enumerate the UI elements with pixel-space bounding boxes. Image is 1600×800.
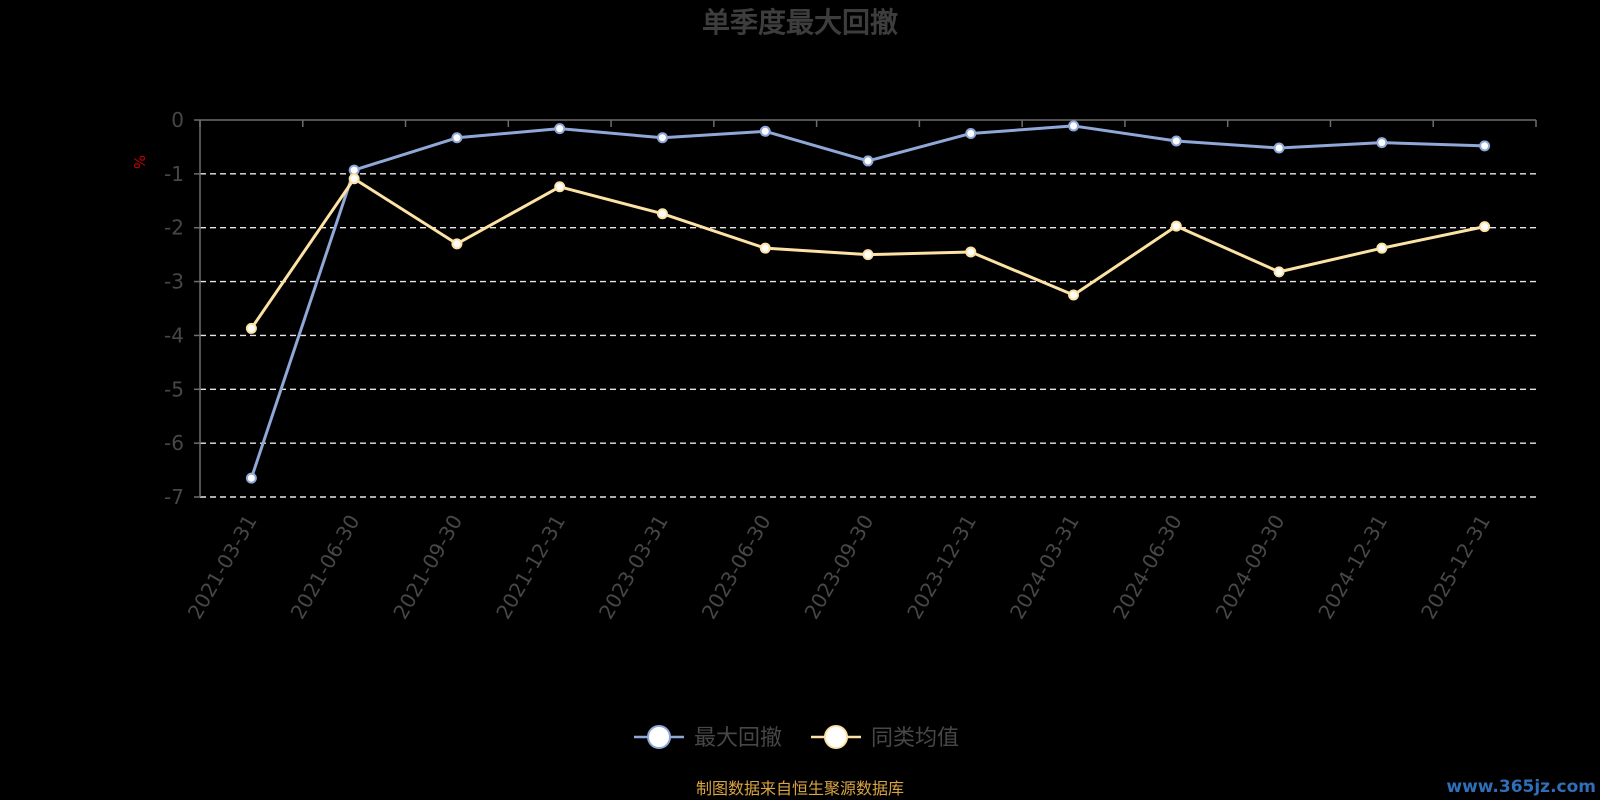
data-point[interactable] <box>1376 137 1388 149</box>
axes <box>194 119 1537 498</box>
data-point[interactable] <box>451 132 463 144</box>
data-source-note: 制图数据来自恒生聚源数据库 <box>696 779 904 798</box>
y-axis-label: % <box>130 155 148 169</box>
series-1 <box>245 120 1491 484</box>
data-point[interactable] <box>1479 140 1491 152</box>
legend-marker <box>824 725 848 749</box>
x-tick-label: 2021-12-31 <box>491 511 570 624</box>
data-point[interactable] <box>759 125 771 137</box>
data-point[interactable] <box>1068 289 1080 301</box>
data-point[interactable] <box>759 242 771 254</box>
data-point[interactable] <box>554 181 566 193</box>
data-point[interactable] <box>1170 135 1182 147</box>
data-point[interactable] <box>656 132 668 144</box>
data-point[interactable] <box>862 155 874 167</box>
x-tick-label: 2023-12-31 <box>902 511 981 624</box>
x-tick-label: 2021-03-31 <box>183 511 262 624</box>
data-point[interactable] <box>1479 221 1491 233</box>
data-point[interactable] <box>1068 120 1080 132</box>
data-point[interactable] <box>965 127 977 139</box>
y-tick-label: -4 <box>164 323 184 347</box>
x-tick-label: 2024-09-30 <box>1211 511 1290 624</box>
x-tick-label: 2023-06-30 <box>697 511 776 624</box>
legend-item[interactable]: 同类均值 <box>811 725 959 751</box>
legend[interactable]: 最大回撤 同类均值 <box>634 725 959 751</box>
data-point[interactable] <box>862 249 874 261</box>
y-tick-label: -2 <box>164 216 184 240</box>
data-point[interactable] <box>656 208 668 220</box>
y-tick-label: -7 <box>164 485 184 509</box>
data-point[interactable] <box>451 238 463 250</box>
y-tick-label: 0 <box>171 108 184 132</box>
data-point[interactable] <box>348 173 360 185</box>
legend-label: 同类均值 <box>871 726 959 751</box>
data-point[interactable] <box>1170 220 1182 232</box>
x-tick-label: 2024-03-31 <box>1005 511 1084 624</box>
watermark: www.365jz.com <box>1446 777 1596 797</box>
chart-title: 单季度最大回撤 <box>702 6 898 39</box>
data-point[interactable] <box>965 246 977 258</box>
x-tick-label: 2021-06-30 <box>286 511 365 624</box>
legend-item[interactable]: 最大回撤 <box>634 725 782 751</box>
series-2 <box>245 173 1491 334</box>
data-point[interactable] <box>1273 142 1285 154</box>
data-point[interactable] <box>245 472 257 484</box>
grid-lines <box>200 173 1536 498</box>
series-line <box>249 124 1485 479</box>
y-tick-label: -5 <box>164 377 184 401</box>
data-point[interactable] <box>554 123 566 135</box>
y-tick-label: -1 <box>164 162 184 186</box>
legend-label: 最大回撤 <box>694 726 782 751</box>
x-tick-labels: 2021-03-31 2021-06-30 2021-09-30 2021-12-31… <box>183 511 1495 624</box>
x-tick-label: 2024-06-30 <box>1108 511 1187 624</box>
x-tick-label: 2021-09-30 <box>388 511 467 624</box>
x-tick-label: 2023-09-30 <box>799 511 878 624</box>
data-point[interactable] <box>1376 242 1388 254</box>
legend-marker <box>647 725 671 749</box>
data-point[interactable] <box>245 322 257 334</box>
y-tick-label: -6 <box>164 431 184 455</box>
series <box>245 120 1491 484</box>
y-tick-labels: 0 -1 -2 -3 -4 -5 -6 -7 <box>164 108 184 509</box>
x-tick-label: 2025-12-31 <box>1416 511 1495 624</box>
x-tick-label: 2024-12-31 <box>1313 511 1392 624</box>
x-tick-label: 2023-03-31 <box>594 511 673 624</box>
y-tick-label: -3 <box>164 270 184 294</box>
data-point[interactable] <box>1273 266 1285 278</box>
